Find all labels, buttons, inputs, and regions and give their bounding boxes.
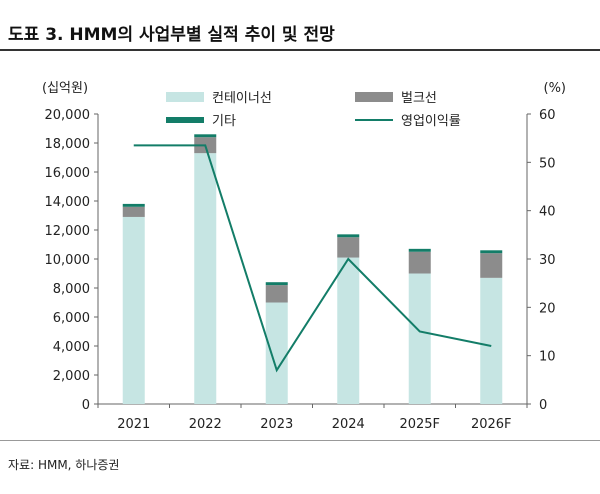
other-bar bbox=[337, 234, 360, 238]
left-tick-label: 2,000 bbox=[53, 369, 90, 384]
container-bar bbox=[337, 257, 360, 404]
left-tick-label: 6,000 bbox=[53, 311, 90, 326]
legend-container-swatch bbox=[166, 92, 204, 102]
left-tick-label: 0 bbox=[82, 398, 90, 413]
title-divider bbox=[0, 49, 600, 51]
footer-divider bbox=[0, 440, 600, 441]
left-tick-label: 18,000 bbox=[45, 137, 91, 152]
x-tick-label: 2026F bbox=[471, 417, 512, 432]
bulk-bar bbox=[408, 251, 431, 274]
legend-bulk-label: 벌크선 bbox=[401, 91, 437, 106]
legend-container-label: 컨테이너선 bbox=[212, 91, 272, 106]
chart-area: 0 2,000 4,000 6,000 8,000 10,000 12,000 14,000 1… bbox=[42, 81, 566, 432]
other-bar bbox=[265, 282, 288, 286]
left-tick-label: 12,000 bbox=[45, 224, 91, 239]
right-axis-unit: (%) bbox=[544, 81, 567, 96]
x-tick-label: 2022 bbox=[189, 417, 222, 432]
x-tick-label: 2023 bbox=[260, 417, 293, 432]
source-note: 자료: HMM, 하나증권 bbox=[8, 458, 120, 472]
right-tick-label: 30 bbox=[539, 253, 556, 268]
bulk-bar bbox=[480, 253, 503, 278]
chart-axes: 0 2,000 4,000 6,000 8,000 10,000 12,000 14,000 1… bbox=[42, 81, 566, 432]
left-axis-unit: (십억원) bbox=[42, 81, 88, 96]
left-tick-label: 10,000 bbox=[45, 253, 91, 268]
bulk-bar bbox=[265, 285, 288, 303]
legend-other-label: 기타 bbox=[212, 114, 236, 129]
left-tick-label: 20,000 bbox=[45, 108, 91, 123]
bulk-bar bbox=[122, 206, 145, 217]
x-tick-label: 2024 bbox=[332, 417, 365, 432]
right-tick-label: 40 bbox=[539, 205, 556, 220]
other-bar bbox=[194, 134, 217, 138]
container-bar bbox=[408, 273, 431, 404]
legend-margin-label: 영업이익률 bbox=[401, 114, 461, 129]
right-tick-label: 10 bbox=[539, 350, 556, 365]
container-bar bbox=[265, 302, 288, 404]
left-tick-label: 16,000 bbox=[45, 166, 91, 181]
container-bar bbox=[480, 277, 503, 404]
other-bar bbox=[408, 248, 431, 252]
right-tick-label: 50 bbox=[539, 156, 556, 171]
page-title: 도표 3. HMM의 사업부별 실적 추이 및 전망 bbox=[8, 25, 335, 45]
chart-bars bbox=[122, 134, 503, 404]
other-bar bbox=[480, 250, 503, 254]
right-tick-label: 0 bbox=[539, 398, 547, 413]
left-tick-label: 4,000 bbox=[53, 340, 90, 355]
x-tick-label: 2025F bbox=[399, 417, 440, 432]
right-tick-label: 60 bbox=[539, 108, 556, 123]
container-bar bbox=[194, 153, 217, 404]
bulk-bar bbox=[337, 237, 360, 258]
left-tick-label: 14,000 bbox=[45, 195, 91, 210]
chart-line bbox=[133, 144, 492, 373]
container-bar bbox=[122, 216, 145, 404]
legend-other-swatch bbox=[166, 117, 204, 123]
other-bar bbox=[122, 203, 145, 207]
margin-line bbox=[133, 144, 492, 373]
x-tick-label: 2021 bbox=[117, 417, 150, 432]
left-tick-label: 8,000 bbox=[53, 282, 90, 297]
legend-bulk-swatch bbox=[355, 92, 393, 102]
right-tick-label: 20 bbox=[539, 301, 556, 316]
